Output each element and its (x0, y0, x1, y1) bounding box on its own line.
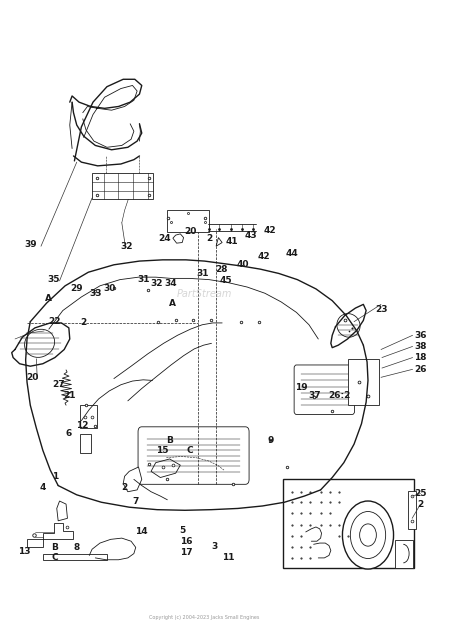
Text: C: C (52, 553, 58, 562)
Polygon shape (216, 238, 222, 246)
FancyBboxPatch shape (408, 490, 416, 529)
Text: B: B (52, 543, 58, 552)
Text: 21: 21 (64, 391, 76, 400)
Text: 30: 30 (103, 285, 116, 293)
Text: 27: 27 (52, 380, 64, 389)
Text: 42: 42 (258, 252, 270, 261)
Text: A: A (168, 298, 175, 308)
Text: 9: 9 (267, 436, 273, 445)
Ellipse shape (337, 314, 360, 337)
Text: 33: 33 (89, 290, 101, 298)
Text: 2: 2 (81, 319, 87, 327)
Text: 32: 32 (120, 242, 133, 251)
Text: 25: 25 (414, 489, 427, 498)
Text: 43: 43 (245, 230, 257, 240)
FancyBboxPatch shape (167, 210, 209, 232)
Text: C: C (186, 446, 193, 456)
Text: 11: 11 (222, 553, 235, 562)
Text: 31: 31 (197, 269, 210, 278)
Text: 1: 1 (52, 472, 58, 481)
Text: PartStream: PartStream (177, 289, 232, 299)
Text: 14: 14 (136, 528, 148, 536)
FancyBboxPatch shape (395, 540, 412, 568)
Text: 8: 8 (73, 543, 80, 552)
Text: 42: 42 (263, 226, 276, 235)
Text: 2: 2 (418, 500, 424, 509)
Text: 22: 22 (49, 317, 61, 326)
FancyBboxPatch shape (283, 480, 413, 568)
Text: 37: 37 (309, 391, 321, 400)
Text: 6: 6 (66, 429, 72, 438)
Text: 12: 12 (76, 421, 89, 430)
Text: 20: 20 (184, 227, 197, 236)
Text: 28: 28 (215, 264, 228, 274)
Circle shape (350, 512, 386, 558)
Text: 29: 29 (71, 285, 83, 293)
FancyBboxPatch shape (294, 365, 355, 415)
Text: 41: 41 (226, 237, 239, 247)
Text: 17: 17 (180, 548, 192, 557)
Text: 2: 2 (121, 483, 128, 492)
FancyBboxPatch shape (348, 359, 379, 405)
Text: 2: 2 (206, 233, 212, 243)
Text: 7: 7 (133, 497, 139, 505)
Text: 26: 26 (414, 365, 427, 374)
Text: 40: 40 (237, 261, 249, 269)
Text: B: B (166, 436, 173, 445)
Text: Copyright (c) 2004-2023 Jacks Small Engines: Copyright (c) 2004-2023 Jacks Small Engi… (149, 615, 260, 620)
Text: 35: 35 (47, 275, 60, 284)
Text: 36: 36 (414, 331, 427, 339)
Circle shape (342, 501, 393, 569)
Polygon shape (43, 553, 107, 560)
Text: 31: 31 (137, 275, 149, 284)
Text: 44: 44 (285, 249, 298, 258)
Text: A: A (46, 294, 52, 304)
Text: 3: 3 (211, 542, 218, 551)
Polygon shape (27, 522, 73, 548)
Polygon shape (151, 459, 180, 478)
Text: 39: 39 (24, 240, 36, 249)
Text: 38: 38 (414, 342, 427, 351)
Text: 5: 5 (179, 526, 185, 535)
Polygon shape (80, 434, 91, 453)
Text: 34: 34 (165, 280, 177, 288)
Polygon shape (80, 405, 97, 428)
Circle shape (360, 524, 376, 546)
Text: 32: 32 (151, 280, 164, 288)
Text: 24: 24 (159, 233, 171, 243)
FancyBboxPatch shape (138, 427, 249, 485)
Text: 4: 4 (40, 483, 46, 492)
Text: 45: 45 (219, 276, 232, 285)
Text: 26:2: 26:2 (328, 391, 350, 400)
Ellipse shape (25, 329, 55, 357)
Text: 20: 20 (27, 373, 39, 382)
Text: 18: 18 (414, 353, 427, 362)
FancyBboxPatch shape (92, 174, 154, 199)
Polygon shape (57, 501, 67, 521)
Text: 16: 16 (180, 538, 192, 546)
Text: 19: 19 (295, 383, 308, 392)
Text: 15: 15 (156, 446, 169, 456)
Polygon shape (123, 467, 142, 492)
Text: 13: 13 (18, 547, 30, 556)
Polygon shape (173, 234, 183, 243)
Text: 23: 23 (375, 305, 387, 314)
